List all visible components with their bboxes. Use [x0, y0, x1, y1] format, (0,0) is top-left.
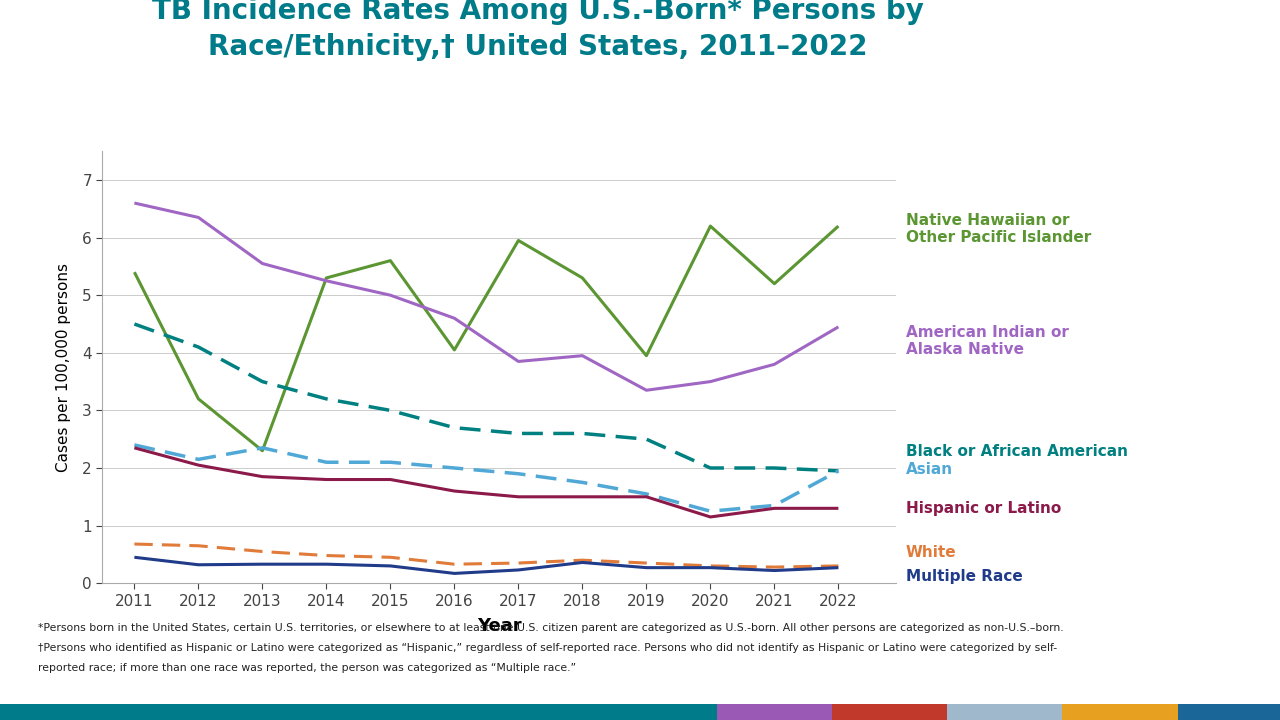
Text: Native Hawaiian or
Other Pacific Islander: Native Hawaiian or Other Pacific Islande…: [905, 212, 1091, 245]
Text: *Persons born in the United States, certain U.S. territories, or elsewhere to at: *Persons born in the United States, cert…: [38, 623, 1064, 633]
Text: reported race; if more than one race was reported, the person was categorized as: reported race; if more than one race was…: [38, 663, 576, 673]
Y-axis label: Cases per 100,000 persons: Cases per 100,000 persons: [56, 263, 72, 472]
Text: White: White: [905, 545, 956, 560]
Text: Hispanic or Latino: Hispanic or Latino: [905, 501, 1061, 516]
Text: American Indian or
Alaska Native: American Indian or Alaska Native: [905, 325, 1069, 357]
X-axis label: Year: Year: [477, 617, 521, 635]
Text: TB Incidence Rates Among U.S.-Born* Persons by
Race/Ethnicity,† United States, 2: TB Incidence Rates Among U.S.-Born* Pers…: [151, 0, 924, 61]
Text: †Persons who identified as Hispanic or Latino were categorized as “Hispanic,” re: †Persons who identified as Hispanic or L…: [38, 643, 1057, 653]
Text: Asian: Asian: [905, 462, 952, 477]
Text: Multiple Race: Multiple Race: [905, 569, 1023, 584]
Text: Black or African American: Black or African American: [905, 444, 1128, 459]
